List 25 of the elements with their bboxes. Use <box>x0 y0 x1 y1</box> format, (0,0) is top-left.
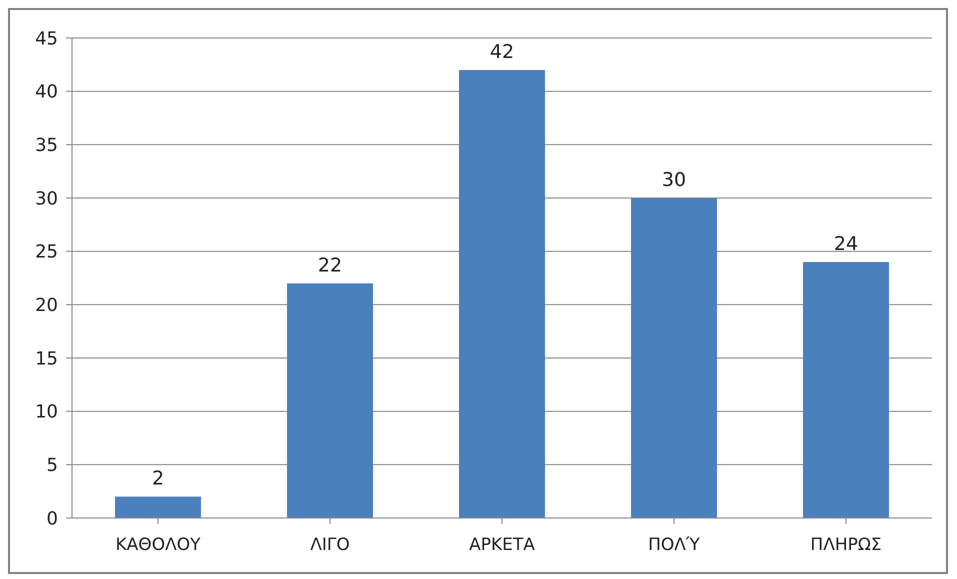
data-label: 42 <box>490 41 514 63</box>
x-tick-label: ΠΟΛΎ <box>648 535 700 556</box>
data-label: 24 <box>834 233 858 255</box>
y-tick-label: 10 <box>35 402 58 423</box>
bar <box>287 283 373 518</box>
data-label: 30 <box>662 169 686 191</box>
bar <box>115 496 201 518</box>
y-tick-label: 0 <box>46 508 58 530</box>
y-tick-label: 20 <box>35 295 58 316</box>
x-tick-label: ΠΛΗΡΩΣ <box>810 535 882 556</box>
bar <box>459 70 545 518</box>
y-tick-label: 30 <box>35 188 58 210</box>
x-tick-label: ΑΡΚΕΤΑ <box>469 535 536 556</box>
y-tick-label: 5 <box>46 455 58 476</box>
y-tick-label: 40 <box>35 82 58 103</box>
data-label: 2 <box>152 468 164 490</box>
y-tick-label: 15 <box>35 348 58 370</box>
x-tick-label: ΚΑΘΟΛΟΥ <box>116 535 202 556</box>
y-tick-label: 45 <box>35 28 58 50</box>
data-label: 22 <box>318 254 342 276</box>
x-tick-label: ΛΙΓΟ <box>310 535 350 556</box>
y-tick-label: 35 <box>35 135 58 156</box>
bar <box>631 198 717 518</box>
bar <box>803 262 889 518</box>
y-tick-label: 25 <box>35 242 58 263</box>
